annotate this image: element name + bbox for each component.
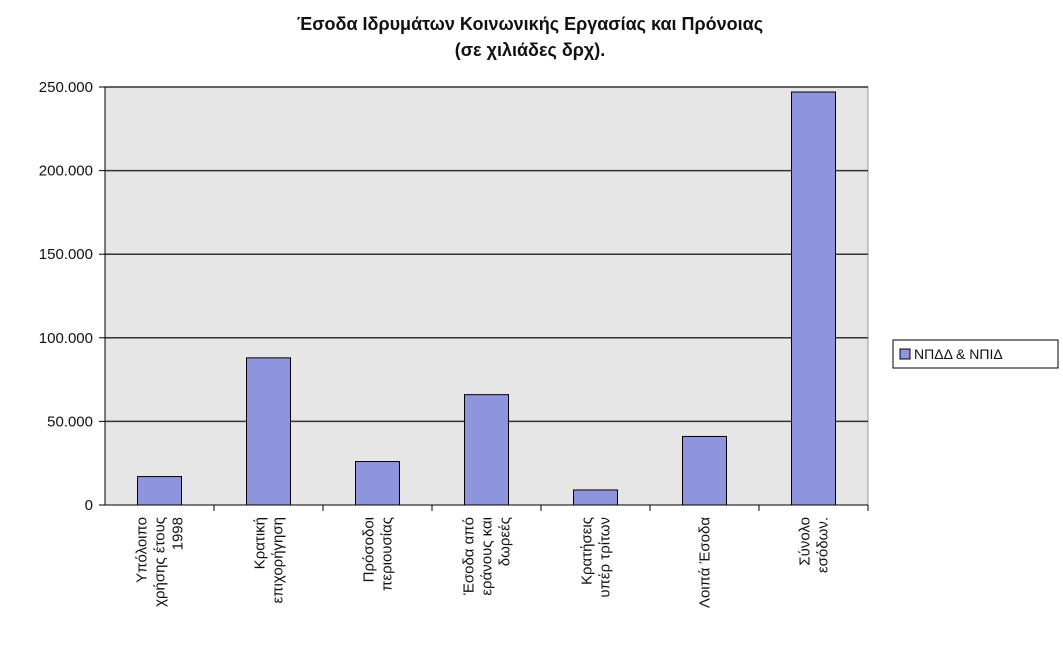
y-tick-label: 150.000 <box>39 246 93 263</box>
y-tick-label: 200.000 <box>39 163 93 180</box>
bar <box>791 91 836 506</box>
x-tick-label: Κρατήσειςυπέρ τρίτων <box>579 517 614 598</box>
legend-swatch <box>899 348 911 360</box>
bar <box>682 435 727 506</box>
bar <box>464 394 509 506</box>
y-tick-label: 0 <box>85 497 93 514</box>
x-tick-label: Σύνολοεσόδων. <box>797 517 832 573</box>
y-tick-label: 250.000 <box>39 79 93 96</box>
x-tick-label: Πρόσοδοιπεριουσίας <box>361 517 396 591</box>
bar <box>246 357 291 506</box>
bar <box>573 489 618 506</box>
bar <box>137 476 182 506</box>
legend-label: ΝΠΔΔ & ΝΠΙΔ <box>914 346 1003 362</box>
chart-subtitle: (σε χιλιάδες δρχ). <box>455 40 606 60</box>
x-tick-label: Κρατικήεπιχορήγηση <box>252 517 287 604</box>
chart-title: Έσοδα Ιδρυμάτων Κοινωνικής Εργασίας και … <box>297 14 763 34</box>
y-tick-label: 100.000 <box>39 330 93 347</box>
x-tick-label: Λοιπά Έσοδα <box>697 517 714 608</box>
bar <box>355 461 400 506</box>
x-tick-label: Έσοδα απόεράνους καιδωρεές <box>461 517 514 596</box>
legend-box <box>892 339 1059 369</box>
y-tick-label: 50.000 <box>47 413 93 430</box>
x-tick-label: Υπόλοιποχρήσης έτους1998 <box>134 517 187 607</box>
